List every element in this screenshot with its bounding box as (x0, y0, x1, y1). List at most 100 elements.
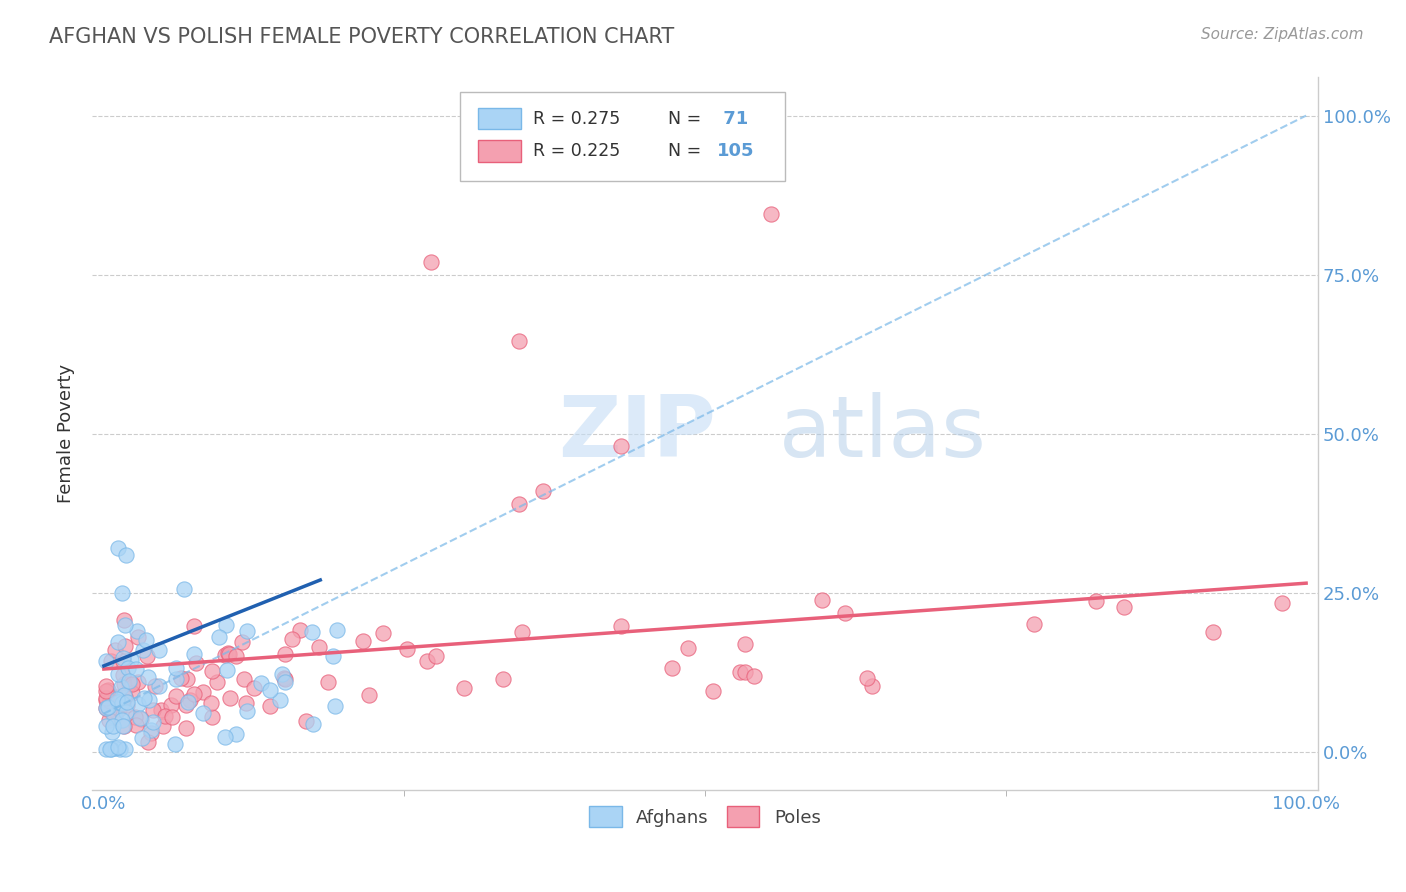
Point (225, 648, 247, 663)
Point (1084, 594, 1107, 608)
Point (131, 731, 153, 745)
Point (860, 679, 883, 693)
Point (678, 640, 700, 655)
Point (108, 702, 131, 716)
Point (508, 497, 530, 511)
Point (103, 709, 125, 723)
Point (274, 647, 297, 661)
Point (201, 664, 224, 678)
Point (1022, 616, 1045, 631)
Point (215, 618, 238, 632)
Point (131, 712, 153, 726)
Point (135, 632, 157, 647)
Point (269, 692, 291, 706)
Point (103, 709, 125, 723)
Point (100, 654, 122, 668)
Point (734, 665, 756, 679)
Point (124, 710, 146, 724)
Point (290, 623, 312, 637)
Point (142, 714, 165, 729)
Point (121, 685, 143, 699)
Bar (478, 140, 522, 161)
Point (856, 671, 879, 685)
Point (734, 636, 756, 650)
Point (233, 673, 256, 687)
Text: N =: N = (668, 110, 702, 128)
Point (112, 651, 135, 665)
Point (107, 739, 129, 754)
Point (217, 663, 239, 677)
Point (96, 700, 118, 714)
Point (730, 665, 752, 680)
Point (702, 684, 724, 698)
Point (114, 639, 136, 653)
Point (218, 691, 240, 706)
Point (120, 653, 142, 667)
Text: R = 0.225: R = 0.225 (533, 142, 620, 160)
Point (107, 635, 129, 649)
Point (280, 632, 302, 647)
Point (107, 695, 129, 709)
Point (250, 675, 273, 690)
Text: 105: 105 (717, 142, 755, 160)
Y-axis label: Female Poverty: Female Poverty (58, 364, 75, 503)
Point (373, 625, 395, 640)
Point (134, 691, 156, 706)
Point (96, 691, 118, 706)
Point (759, 207, 782, 221)
Point (136, 735, 159, 749)
Point (112, 613, 135, 627)
Point (200, 697, 222, 711)
Point (117, 661, 139, 675)
Point (308, 640, 330, 655)
Point (100, 725, 122, 739)
Point (127, 697, 149, 711)
Point (136, 648, 159, 663)
Point (112, 688, 135, 702)
Point (112, 654, 135, 668)
Point (214, 648, 236, 663)
Point (1271, 596, 1294, 610)
Point (114, 617, 136, 632)
Point (112, 719, 135, 733)
Point (107, 667, 129, 681)
Point (103, 719, 125, 733)
Point (97, 703, 120, 717)
Point (129, 711, 152, 725)
Text: atlas: atlas (779, 392, 987, 475)
Point (610, 439, 633, 453)
Point (125, 662, 148, 676)
Point (236, 624, 259, 639)
Text: N =: N = (668, 142, 702, 160)
Point (96, 741, 118, 756)
Point (236, 704, 259, 718)
Point (259, 699, 281, 714)
Point (118, 676, 141, 690)
Point (217, 646, 239, 660)
Point (176, 672, 198, 686)
Point (108, 741, 131, 756)
Text: R = 0.275: R = 0.275 (533, 110, 620, 128)
Bar (478, 108, 522, 129)
Point (98, 741, 121, 756)
Point (201, 710, 224, 724)
Point (98, 694, 121, 708)
Point (318, 675, 340, 690)
Point (118, 674, 141, 689)
Point (259, 682, 281, 697)
Point (138, 693, 160, 707)
Point (98, 713, 121, 727)
Point (323, 699, 346, 714)
Point (104, 642, 127, 657)
Point (111, 586, 134, 600)
Point (271, 667, 294, 681)
Point (186, 656, 208, 670)
Point (107, 541, 129, 556)
Point (131, 643, 153, 657)
Point (112, 677, 135, 691)
Point (127, 674, 149, 689)
Point (127, 630, 149, 644)
Point (114, 690, 136, 705)
Point (183, 619, 205, 633)
Point (111, 713, 134, 727)
